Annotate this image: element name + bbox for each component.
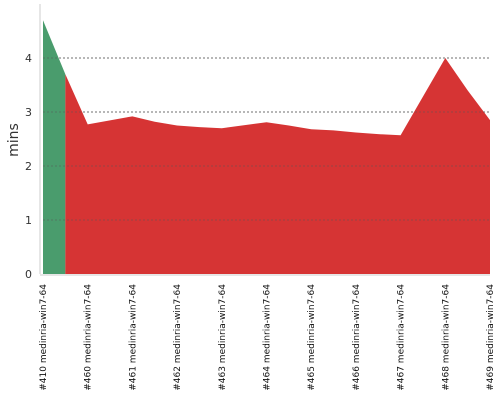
x-tick-label: #469 medinria-win7-64 [486,284,496,391]
x-tick-label: #463 medinria-win7-64 [218,284,228,391]
y-tick-label: 2 [25,160,32,173]
area-series [43,20,490,275]
x-tick-label: #464 medinria-win7-64 [263,284,273,391]
x-tick-label: #468 medinria-win7-64 [441,284,451,391]
area-success [43,20,66,275]
x-tick-label: #466 medinria-win7-64 [352,284,362,391]
x-tick-label: #462 medinria-win7-64 [173,284,183,391]
grid-lines-overlay [43,57,490,221]
x-tick-labels: #410 medinria-win7-64 #460 medinria-win7-… [39,284,496,391]
x-tick-label: #465 medinria-win7-64 [307,284,317,391]
area-failure [65,58,490,274]
y-tick-label: 3 [25,106,32,119]
x-tick-label: #467 medinria-win7-64 [397,284,407,391]
y-axis-label: mins [6,123,22,157]
x-tick-label: #410 medinria-win7-64 [39,284,49,391]
x-tick-label: #460 medinria-win7-64 [84,284,94,391]
x-tick-label: #461 medinria-win7-64 [128,284,138,391]
y-tick-label: 0 [25,268,32,281]
y-tick-label: 4 [25,52,32,65]
y-tick-labels: 0 1 2 3 4 [25,52,32,281]
axes [39,4,490,276]
y-tick-label: 1 [25,214,32,227]
